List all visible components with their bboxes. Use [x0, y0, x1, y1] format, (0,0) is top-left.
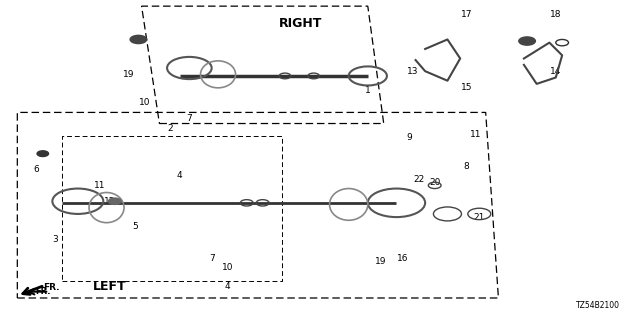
- Text: TZ54B2100: TZ54B2100: [575, 301, 620, 310]
- Text: 15: 15: [461, 83, 472, 92]
- Circle shape: [108, 198, 121, 204]
- Text: 1: 1: [365, 86, 371, 95]
- Text: 7: 7: [186, 114, 192, 123]
- Text: 20: 20: [429, 178, 440, 187]
- Text: 12: 12: [104, 197, 115, 206]
- Text: FR.: FR.: [43, 283, 60, 292]
- Text: 4: 4: [225, 282, 230, 292]
- Text: 3: 3: [52, 235, 58, 244]
- Circle shape: [130, 35, 147, 44]
- Text: 21: 21: [474, 212, 485, 222]
- Text: 16: 16: [397, 254, 408, 263]
- Text: 6: 6: [33, 165, 39, 174]
- Text: 2: 2: [168, 124, 173, 133]
- Text: 5: 5: [132, 222, 138, 231]
- Text: 11: 11: [470, 130, 482, 139]
- Text: 10: 10: [222, 263, 234, 272]
- Text: 13: 13: [406, 67, 418, 76]
- Text: 19: 19: [123, 70, 134, 79]
- Text: 14: 14: [550, 67, 561, 76]
- Text: 22: 22: [413, 174, 424, 184]
- Text: FR.: FR.: [35, 287, 51, 296]
- Circle shape: [519, 37, 536, 45]
- Text: 9: 9: [406, 133, 412, 142]
- Text: 7: 7: [209, 254, 214, 263]
- Text: 17: 17: [461, 10, 472, 19]
- Text: 8: 8: [464, 162, 469, 171]
- Circle shape: [37, 151, 49, 156]
- Text: 18: 18: [550, 10, 561, 19]
- Text: 11: 11: [95, 181, 106, 190]
- Text: 4: 4: [177, 172, 182, 180]
- Text: RIGHT: RIGHT: [279, 17, 323, 30]
- Text: LEFT: LEFT: [93, 280, 127, 293]
- Text: 19: 19: [375, 257, 387, 266]
- Text: 10: 10: [139, 99, 150, 108]
